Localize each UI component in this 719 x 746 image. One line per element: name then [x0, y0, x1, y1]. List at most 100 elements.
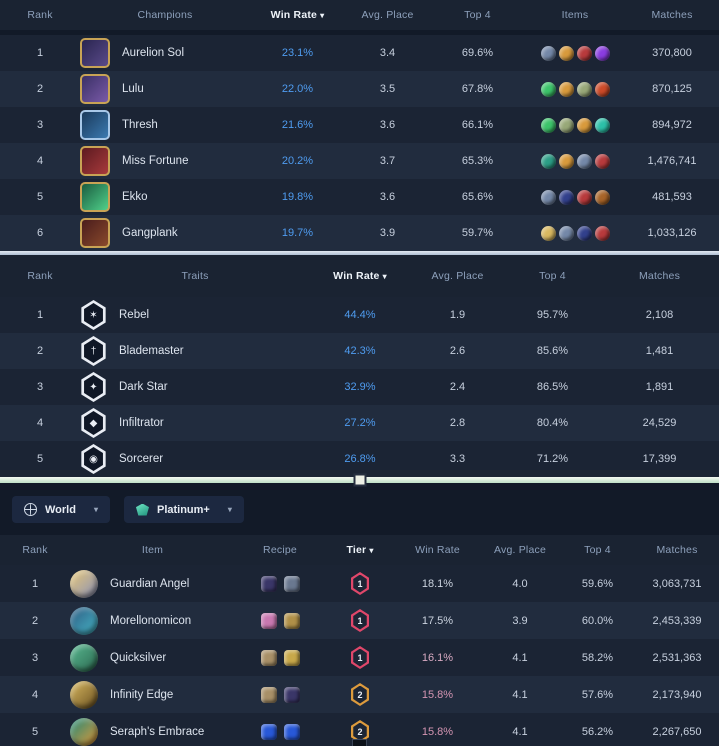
col-header-win-rate[interactable]: Win Rate ▾ [333, 270, 387, 282]
col-header-tier[interactable]: Tier ▾ [346, 544, 374, 556]
col-header-rank[interactable]: Rank [22, 544, 48, 556]
best-items-icons [525, 117, 625, 133]
col-header-top4[interactable]: Top 4 [464, 9, 491, 21]
col-header-matches[interactable]: Matches [651, 9, 693, 21]
champions-rows: 1 Aurelion Sol 23.1% 3.4 69.6% 370,800 2… [0, 35, 719, 251]
item-icon [70, 569, 98, 598]
item-icon [70, 717, 98, 746]
champion-row[interactable]: 1 Aurelion Sol 23.1% 3.4 69.6% 370,800 [0, 35, 719, 71]
top4-value: 80.4% [536, 417, 569, 429]
item-row[interactable]: 4 Infinity Edge 2 15.8% 4.1 57.6% 2,173,… [0, 676, 719, 713]
champion-portrait [80, 38, 110, 68]
item-component-icon [540, 81, 556, 97]
item-component-icon [594, 81, 610, 97]
top4-value: 58.2% [581, 651, 614, 664]
col-header-traits[interactable]: Traits [181, 270, 209, 282]
item-component-icon [576, 153, 592, 169]
top4-value: 56.2% [581, 725, 614, 738]
col-header-item[interactable]: Item [141, 544, 164, 556]
avg-place-value: 3.5 [379, 83, 396, 95]
matches-value: 3,063,731 [652, 577, 702, 590]
col-header-rank[interactable]: Rank [27, 270, 53, 282]
col-header-avg-place[interactable]: Avg. Place [493, 544, 546, 556]
col-header-top4[interactable]: Top 4 [539, 270, 566, 282]
trait-row[interactable]: 5 ◉ Sorcerer 26.8% 3.3 71.2% 17,399 [0, 441, 719, 477]
matches-value: 2,173,940 [652, 688, 702, 701]
col-header-matches[interactable]: Matches [638, 270, 681, 282]
top4-value: 59.7% [461, 227, 494, 239]
trait-row[interactable]: 1 ✶ Rebel 44.4% 1.9 95.7% 2,108 [0, 297, 719, 333]
win-rate-value: 21.6% [281, 119, 314, 131]
matches-value: 2,531,363 [652, 651, 702, 664]
item-component-icon [576, 117, 592, 133]
champion-row[interactable]: 4 Miss Fortune 20.2% 3.7 65.3% 1,476,741 [0, 143, 719, 179]
col-header-win-rate[interactable]: Win Rate ▾ [270, 9, 325, 21]
section-divider[interactable] [0, 251, 719, 255]
item-component-icon [283, 575, 300, 592]
item-row[interactable]: 3 Quicksilver 1 16.1% 4.1 58.2% 2,531,36… [0, 639, 719, 676]
champion-row[interactable]: 5 Ekko 19.8% 3.6 65.6% 481,593 [0, 179, 719, 215]
recipe-component-icons [235, 612, 325, 629]
tier-badge: 1 [351, 646, 369, 669]
rank-value: 2 [36, 83, 44, 95]
trait-row[interactable]: 3 ✦ Dark Star 32.9% 2.4 86.5% 1,891 [0, 369, 719, 405]
section-splitter[interactable] [0, 473, 719, 487]
trait-name: Infiltrator [119, 417, 164, 429]
col-header-win-rate[interactable]: Win Rate [415, 544, 460, 556]
rank-filter-dropdown[interactable]: Platinum+ ▾ [123, 496, 244, 523]
avg-place-value: 3.9 [379, 227, 396, 239]
champion-name: Ekko [122, 191, 148, 203]
top4-value: 71.2% [536, 453, 569, 465]
trait-icon: † [81, 336, 106, 366]
item-row[interactable]: 2 Morellonomicon 1 17.5% 3.9 60.0% 2,453… [0, 602, 719, 639]
top4-value: 67.8% [461, 83, 494, 95]
rank-value: 2 [36, 345, 44, 357]
trait-row[interactable]: 4 ◆ Infiltrator 27.2% 2.8 80.4% 24,529 [0, 405, 719, 441]
item-component-icon [283, 686, 300, 703]
col-header-top4[interactable]: Top 4 [584, 544, 611, 556]
champion-row[interactable]: 2 Lulu 22.0% 3.5 67.8% 870,125 [0, 71, 719, 107]
col-header-champions[interactable]: Champions [137, 9, 193, 21]
splitter-drag-handle[interactable] [352, 739, 367, 746]
top4-value: 57.6% [581, 688, 614, 701]
champions-table: Rank Champions Win Rate ▾ Avg. Place Top … [0, 0, 719, 251]
sort-caret-icon: ▾ [382, 272, 387, 281]
avg-place-value: 3.4 [379, 47, 396, 59]
top4-value: 69.6% [461, 47, 494, 59]
champion-name: Thresh [122, 119, 158, 131]
win-rate-value: 32.9% [344, 381, 376, 393]
avg-place-value: 2.4 [449, 381, 466, 393]
item-component-icon [540, 189, 556, 205]
best-items-icons [525, 153, 625, 169]
items-rows: 1 Guardian Angel 1 18.1% 4.0 59.6% 3,063… [0, 565, 719, 746]
col-header-recipe[interactable]: Recipe [263, 544, 297, 556]
item-component-icon [594, 225, 610, 241]
rank-value: 5 [36, 191, 44, 203]
avg-place-value: 4.1 [512, 725, 528, 738]
col-header-avg-place[interactable]: Avg. Place [431, 270, 484, 282]
splitter-drag-handle[interactable] [353, 473, 366, 487]
trait-row[interactable]: 2 † Blademaster 42.3% 2.6 85.6% 1,481 [0, 333, 719, 369]
win-rate-value: 22.0% [281, 83, 314, 95]
champion-name: Aurelion Sol [122, 47, 185, 59]
item-component-icon [283, 649, 300, 666]
champion-row[interactable]: 6 Gangplank 19.7% 3.9 59.7% 1,033,126 [0, 215, 719, 251]
traits-rows: 1 ✶ Rebel 44.4% 1.9 95.7% 2,108 2 † Bladem… [0, 297, 719, 477]
item-row[interactable]: 1 Guardian Angel 1 18.1% 4.0 59.6% 3,063… [0, 565, 719, 602]
rank-value: 6 [36, 227, 44, 239]
region-filter-dropdown[interactable]: World ▾ [12, 496, 110, 523]
recipe-component-icons [235, 723, 325, 740]
col-header-matches[interactable]: Matches [656, 544, 698, 556]
avg-place-value: 4.0 [512, 577, 528, 590]
trait-name: Blademaster [119, 345, 184, 357]
item-component-icon [558, 225, 574, 241]
col-header-items[interactable]: Items [561, 9, 589, 21]
col-header-rank[interactable]: Rank [27, 9, 53, 21]
avg-place-value: 3.6 [379, 191, 396, 203]
avg-place-value: 3.3 [449, 453, 466, 465]
col-header-avg-place[interactable]: Avg. Place [361, 9, 414, 21]
chevron-down-icon: ▾ [93, 505, 98, 514]
champion-row[interactable]: 3 Thresh 21.6% 3.6 66.1% 894,972 [0, 107, 719, 143]
region-filter-label: World [45, 503, 76, 516]
rank-value: 3 [31, 651, 39, 664]
